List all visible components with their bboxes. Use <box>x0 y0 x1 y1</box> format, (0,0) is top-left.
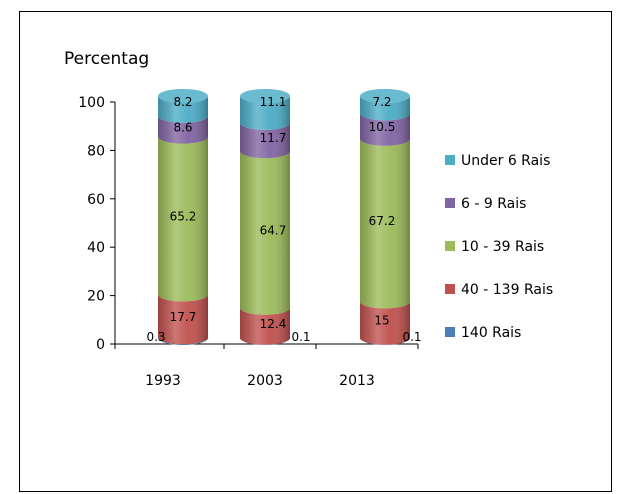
bar-top-cap-highlight <box>360 89 410 103</box>
chart-frame <box>19 11 612 492</box>
legend-label: 6 - 9 Rais <box>461 196 526 212</box>
data-label: 0.3 <box>146 330 165 344</box>
bar-segment-shade <box>158 136 208 302</box>
axes: 0 20 40 60 80 100 1993 2003 2013 <box>78 95 419 389</box>
legend-swatch <box>445 155 455 165</box>
legend-swatch <box>445 198 455 208</box>
bar-segment-shade <box>158 96 208 123</box>
data-label: 12.4 <box>260 317 287 331</box>
bar-segment <box>360 113 410 146</box>
bar-segment-shade <box>240 122 290 159</box>
data-label: 65.2 <box>170 210 197 224</box>
bar-segment <box>240 307 290 345</box>
bar-segment-shade <box>360 138 410 309</box>
bar-top-cap <box>240 89 290 103</box>
legend-item: 140 Rais <box>445 325 521 341</box>
data-label: 0.1 <box>291 330 310 344</box>
bar-segment <box>158 115 208 144</box>
legend-swatch <box>445 241 455 251</box>
y-tick-label: 40 <box>87 240 105 256</box>
bar-segment <box>360 138 410 309</box>
legend-label: 140 Rais <box>461 325 521 341</box>
y-axis-title: Percentag <box>64 49 149 69</box>
bar-segment <box>360 89 410 121</box>
legend-swatch <box>445 284 455 294</box>
data-label: 15 <box>374 314 389 328</box>
data-label: 17.7 <box>170 310 197 324</box>
bar-segment <box>240 151 290 315</box>
bar-segment-shade <box>240 151 290 315</box>
bar-segment-shade <box>360 113 410 146</box>
bar-segment <box>158 89 208 123</box>
bar-top-cap-highlight <box>240 89 290 103</box>
x-tick-label: 2013 <box>339 373 375 389</box>
legend-label: 10 - 39 Rais <box>461 239 544 255</box>
data-label: 11.7 <box>260 131 287 145</box>
bar-segment <box>158 136 208 302</box>
data-label: 10.5 <box>369 120 396 134</box>
data-label: 64.7 <box>260 223 287 237</box>
legend-label: Under 6 Rais <box>461 153 550 169</box>
y-tick-label: 100 <box>78 95 105 111</box>
bar-top-cap <box>360 89 410 103</box>
x-tick-label: 1993 <box>145 373 181 389</box>
bar-segment-shade <box>158 115 208 144</box>
bar-segment-shade <box>158 294 208 345</box>
bar-segment <box>158 294 208 345</box>
data-label: 11.1 <box>260 95 287 109</box>
data-label: 7.2 <box>372 95 391 109</box>
bars <box>158 89 410 345</box>
bar-top-cap <box>158 89 208 103</box>
bar-segment <box>240 89 290 130</box>
y-tick-label: 0 <box>96 337 105 353</box>
bar-segment-shade <box>240 307 290 345</box>
bar-top-cap-highlight <box>158 89 208 103</box>
data-label: 8.2 <box>173 95 192 109</box>
legend-item: Under 6 Rais <box>445 153 550 169</box>
bar-segment-shade <box>360 301 410 345</box>
data-label: 0.1 <box>402 330 421 344</box>
bar-segment-shade <box>240 96 290 130</box>
data-label: 67.2 <box>369 214 396 228</box>
y-tick-label: 80 <box>87 143 105 159</box>
bar-segment <box>360 301 410 345</box>
legend-label: 40 - 139 Rais <box>461 282 553 298</box>
data-labels: 0.3 17.7 65.2 8.6 8.2 0.1 12.4 64.7 11.7 11.1 0.1 1… <box>146 95 421 344</box>
legend-swatch <box>445 327 455 337</box>
legend-item: 40 - 139 Rais <box>445 282 553 298</box>
y-tick-label: 60 <box>87 192 105 208</box>
x-tick-label: 2003 <box>247 373 283 389</box>
legend: Under 6 Rais 6 - 9 Rais 10 - 39 Rais 40 - 1… <box>445 153 553 341</box>
data-label: 8.6 <box>173 120 192 134</box>
y-tick-label: 20 <box>87 289 105 305</box>
bar-segment <box>240 122 290 159</box>
bar-segment-shade <box>360 96 410 121</box>
legend-item: 6 - 9 Rais <box>445 196 526 212</box>
legend-item: 10 - 39 Rais <box>445 239 544 255</box>
